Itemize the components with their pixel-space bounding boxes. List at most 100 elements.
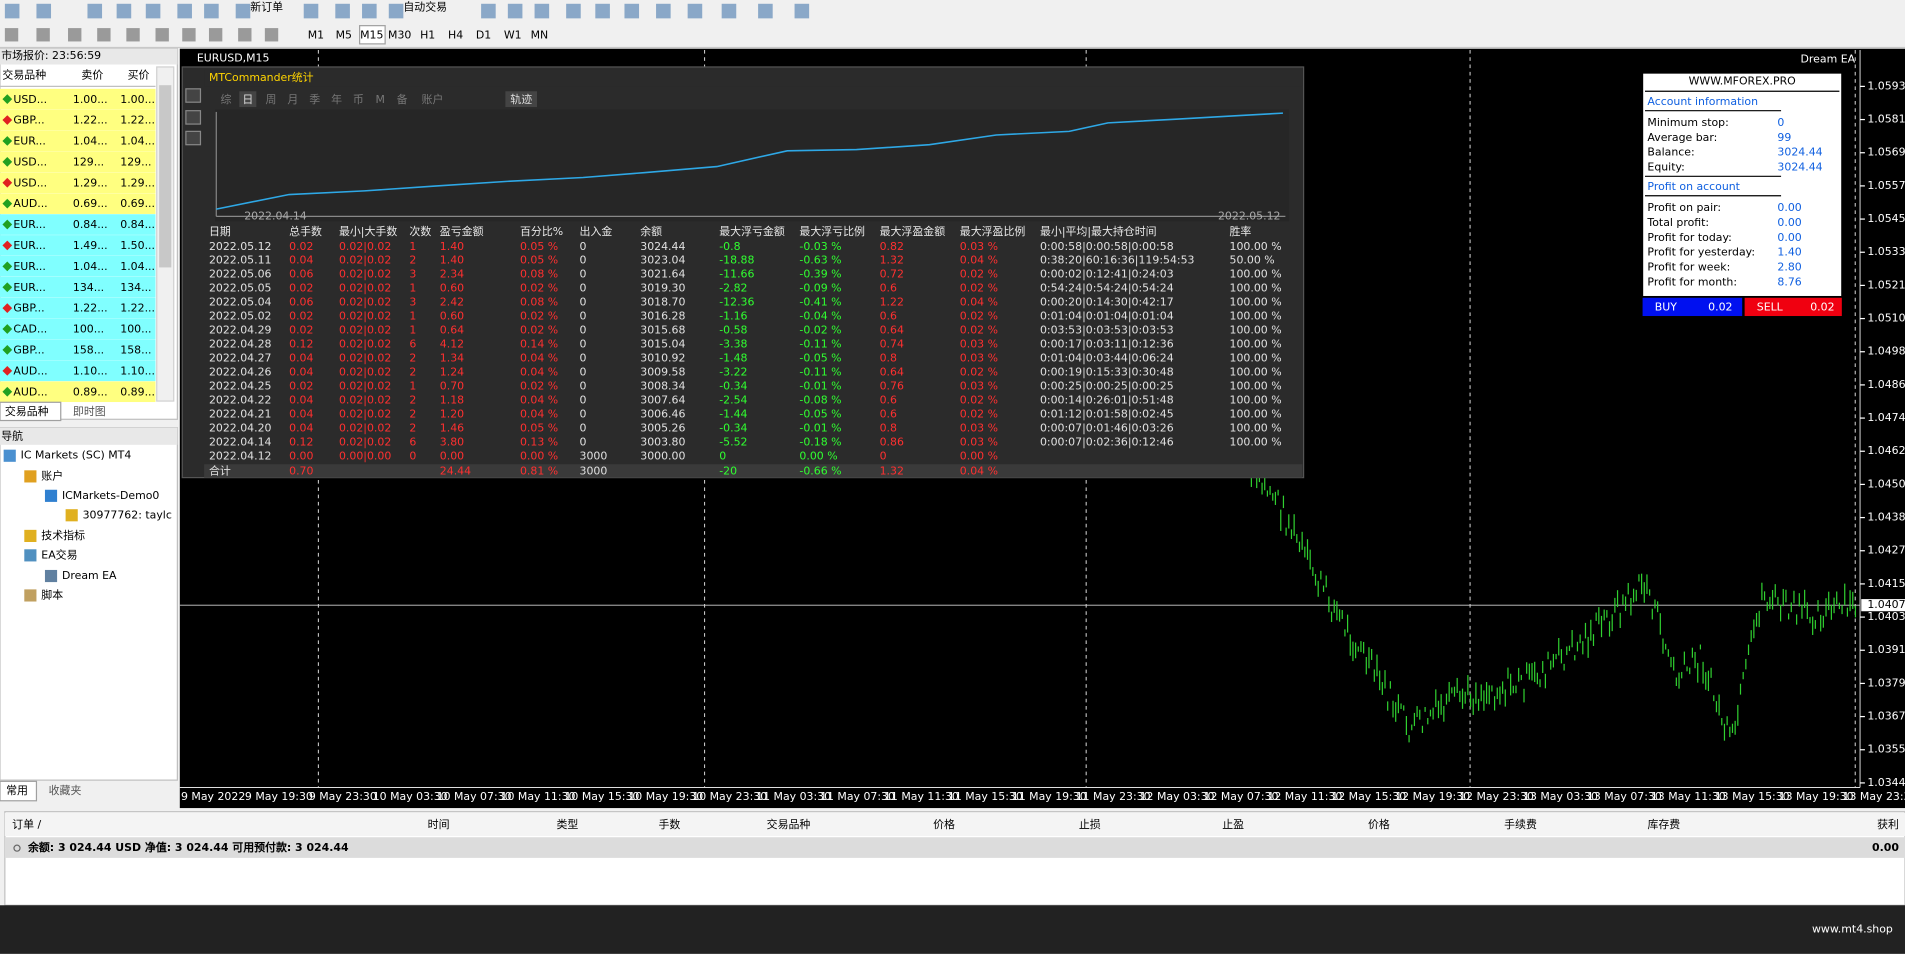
tab[interactable]: 即时图 bbox=[73, 405, 106, 418]
stats-cell: 0 bbox=[719, 449, 726, 462]
symbol[interactable]: GBP... bbox=[13, 302, 44, 315]
timeframe-button[interactable]: M1 bbox=[308, 28, 324, 41]
column-header: 最小|大手数 bbox=[339, 224, 397, 238]
tree-item[interactable]: 脚本 bbox=[41, 587, 63, 601]
trend-arrow bbox=[2, 115, 13, 125]
symbol[interactable]: USD... bbox=[13, 93, 47, 106]
tree-item[interactable]: 30977762: taylc bbox=[83, 508, 172, 521]
side-button bbox=[185, 110, 202, 125]
tree-item[interactable]: Dream EA bbox=[62, 569, 117, 582]
stats-cell: 0.02|0.02 bbox=[339, 296, 391, 309]
stats-tab[interactable]: 轨迹 bbox=[510, 92, 532, 106]
timeframe-button[interactable]: H1 bbox=[420, 28, 435, 41]
stats-cell: -1.48 bbox=[719, 352, 747, 365]
tab[interactable]: 收藏夹 bbox=[49, 783, 82, 797]
toolbar-icon bbox=[87, 3, 103, 19]
timeframe-button[interactable]: MN bbox=[531, 28, 549, 41]
timeframe-button[interactable]: M30 bbox=[388, 28, 411, 41]
toolbar-icon bbox=[362, 3, 377, 19]
stats-cell: 0.86 bbox=[880, 435, 904, 448]
tree-item[interactable]: 账户 bbox=[41, 468, 63, 482]
symbol[interactable]: GBP... bbox=[13, 114, 44, 127]
symbol[interactable]: EUR... bbox=[13, 135, 46, 148]
stats-cell: 0.03 % bbox=[960, 338, 998, 351]
sell-lots[interactable]: 0.02 bbox=[1810, 301, 1834, 314]
tree-icon bbox=[24, 589, 37, 602]
symbol[interactable]: GBP... bbox=[13, 344, 44, 357]
stats-cell: 0.04 bbox=[289, 421, 313, 434]
tree-item[interactable]: 技术指标 bbox=[41, 528, 85, 542]
ask: 0.84... bbox=[120, 218, 155, 231]
stats-cell: 3005.26 bbox=[640, 421, 685, 434]
time-label: 9 May 19:30 bbox=[245, 790, 313, 803]
price-label: 1.04150 bbox=[1867, 577, 1905, 590]
stats-tab[interactable]: 年 bbox=[331, 92, 342, 106]
symbol[interactable]: EUR... bbox=[13, 218, 46, 231]
stats-tab[interactable]: 周 bbox=[265, 93, 276, 106]
stats-tab[interactable]: 月 bbox=[287, 93, 298, 106]
buy-lots[interactable]: 0.02 bbox=[1708, 301, 1732, 314]
stats-cell: 100.00 % bbox=[1230, 240, 1282, 253]
info-value: 2.80 bbox=[1777, 261, 1801, 274]
stats-cell: -2.82 bbox=[719, 282, 747, 295]
buy-label[interactable]: BUY bbox=[1655, 301, 1677, 314]
stats-cell: 0 bbox=[580, 282, 587, 295]
stats-cell: 0.00 % bbox=[799, 449, 837, 462]
stats-tab[interactable]: 备 bbox=[397, 92, 408, 106]
panel-title: MTCommander统计 bbox=[209, 71, 314, 84]
trend-arrow bbox=[2, 240, 13, 251]
stats-tab[interactable]: 账户 bbox=[422, 92, 444, 106]
stats-cell: 0 bbox=[580, 379, 587, 392]
stats-cell: 50.00 % bbox=[1230, 254, 1275, 267]
new-order-button[interactable]: 新订单 bbox=[250, 0, 283, 13]
stats-cell: 2022.04.28 bbox=[209, 338, 272, 351]
symbol[interactable]: AUD... bbox=[13, 364, 47, 377]
trend-arrow bbox=[2, 345, 13, 355]
sell-label[interactable]: SELL bbox=[1757, 301, 1784, 314]
stats-cell: 0.02 % bbox=[520, 324, 558, 337]
stats-cell: 3015.68 bbox=[640, 324, 685, 337]
timeframe-button[interactable]: H4 bbox=[448, 28, 463, 41]
stats-cell: 0.04 bbox=[289, 352, 313, 365]
buy-button[interactable] bbox=[1642, 297, 1743, 317]
symbol[interactable]: EUR... bbox=[13, 281, 46, 294]
timeframe-button[interactable]: M15 bbox=[360, 28, 383, 41]
price-label: 1.05690 bbox=[1867, 146, 1905, 159]
symbol[interactable]: AUD... bbox=[13, 385, 47, 398]
tab[interactable]: 常用 bbox=[6, 784, 28, 797]
stats-tab[interactable]: 综 bbox=[221, 92, 232, 106]
price-label: 1.05100 bbox=[1867, 312, 1905, 325]
stats-cell: 2022.05.02 bbox=[209, 310, 272, 323]
tab[interactable]: 交易品种 bbox=[5, 404, 49, 418]
tab-active bbox=[505, 91, 537, 108]
tree-item[interactable]: IC Markets (SC) MT4 bbox=[21, 449, 132, 462]
market-row bbox=[0, 88, 156, 110]
stats-tab[interactable]: 币 bbox=[353, 93, 364, 106]
stats-tab[interactable]: 日 bbox=[242, 93, 253, 106]
stats-cell: 3003.80 bbox=[640, 435, 685, 448]
toolbar-icon bbox=[507, 3, 523, 19]
stats-cell: 3010.92 bbox=[640, 352, 685, 365]
stats-cell: 0.6 bbox=[880, 282, 897, 295]
symbol[interactable]: CAD... bbox=[13, 323, 47, 336]
stats-tab[interactable]: M bbox=[376, 93, 385, 106]
tree-item[interactable]: ICMarkets-Demo0 bbox=[62, 489, 159, 502]
toolbar-icon bbox=[182, 28, 196, 42]
sell-button[interactable] bbox=[1744, 297, 1842, 317]
ask: 1.22... bbox=[120, 114, 155, 127]
stats-cell: 1.20 bbox=[440, 407, 464, 420]
timeframe-button[interactable]: W1 bbox=[504, 28, 522, 41]
symbol[interactable]: EUR... bbox=[13, 239, 46, 252]
symbol[interactable]: AUD... bbox=[13, 197, 47, 210]
stats-cell: 0:38:20|60:16:36|119:54:53 bbox=[1040, 254, 1195, 267]
timeframe-button[interactable]: D1 bbox=[476, 28, 491, 41]
total-cell: -0.66 % bbox=[799, 465, 841, 478]
auto-trading-button[interactable]: 自动交易 bbox=[403, 0, 447, 13]
stats-tab[interactable]: 季 bbox=[309, 93, 320, 106]
ask: 1.29... bbox=[120, 176, 155, 189]
tree-item[interactable]: EA交易 bbox=[41, 547, 77, 561]
symbol[interactable]: USD... bbox=[13, 176, 47, 189]
timeframe-button[interactable]: M5 bbox=[336, 28, 352, 41]
symbol[interactable]: EUR... bbox=[13, 260, 46, 273]
symbol[interactable]: USD... bbox=[13, 155, 47, 168]
